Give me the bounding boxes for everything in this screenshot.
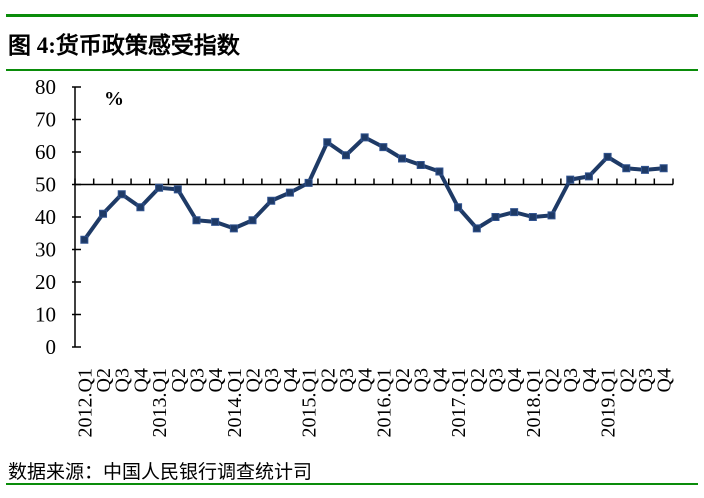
- y-tick-label: 40: [35, 205, 56, 229]
- x-axis: [74, 178, 674, 186]
- x-tick-label: 2012.Q1: [74, 368, 96, 437]
- x-tick-label: Q4: [205, 368, 227, 392]
- data-point-marker: [267, 196, 276, 205]
- y-tick-label: 80: [35, 78, 56, 99]
- data-point-marker: [398, 154, 407, 163]
- x-tick-label: Q2: [93, 368, 115, 392]
- x-tick-label: Q3: [411, 368, 433, 392]
- y-tick-label: 70: [35, 108, 56, 132]
- y-axis: 0 10 20 30 40 50 60 70 80: [35, 75, 81, 359]
- data-point-marker: [248, 216, 257, 225]
- x-tick-label: 2016.Q1: [373, 368, 395, 437]
- data-point-marker: [136, 203, 145, 212]
- data-point-marker: [454, 203, 463, 212]
- x-tick-label: Q3: [485, 368, 507, 392]
- series-monetary-policy-index: [80, 133, 668, 244]
- data-point-marker: [566, 175, 575, 184]
- bottom-green-rule: [6, 483, 698, 485]
- x-axis-labels: 2012.Q1Q2Q3Q42013.Q1Q2Q3Q42014.Q1Q2Q3Q42…: [74, 368, 675, 437]
- x-tick-label: Q3: [336, 368, 358, 392]
- x-tick-label: 2014.Q1: [224, 368, 246, 437]
- data-point-marker: [659, 164, 668, 173]
- data-point-marker: [229, 224, 238, 233]
- x-tick-label: 2019.Q1: [598, 368, 620, 437]
- x-tick-label: 2017.Q1: [448, 368, 470, 437]
- data-point-marker: [584, 172, 593, 181]
- data-point-marker: [341, 151, 350, 160]
- x-tick-label: Q2: [467, 368, 489, 392]
- data-point-marker: [435, 167, 444, 176]
- data-point-marker: [99, 209, 108, 218]
- data-point-marker: [192, 216, 201, 225]
- data-point-marker: [622, 164, 631, 173]
- y-tick-label: 50: [35, 173, 56, 197]
- data-point-marker: [173, 185, 182, 194]
- x-tick-label: Q2: [542, 368, 564, 392]
- x-tick-label: 2013.Q1: [149, 368, 171, 437]
- x-tick-label: Q2: [392, 368, 414, 392]
- top-green-rule: [6, 14, 698, 17]
- x-tick-label: Q3: [560, 368, 582, 392]
- data-point-marker: [416, 161, 425, 169]
- x-tick-label: Q3: [186, 368, 208, 392]
- data-point-marker: [360, 133, 369, 142]
- data-point-marker: [117, 190, 126, 199]
- data-point-marker: [379, 143, 388, 152]
- y-tick-label: 60: [35, 140, 56, 164]
- x-tick-label: 2018.Q1: [523, 368, 545, 437]
- series-line: [82, 135, 666, 242]
- y-tick-label: 0: [46, 335, 57, 359]
- x-tick-label: Q3: [261, 368, 283, 392]
- x-tick-label: Q2: [317, 368, 339, 392]
- data-point-marker: [603, 152, 612, 161]
- data-source-note: 数据来源：中国人民银行调查统计司: [8, 462, 313, 483]
- y-tick-label: 20: [35, 270, 56, 294]
- data-point-marker: [304, 178, 313, 187]
- figure-title: 图 4:货币政策感受指数: [8, 33, 240, 58]
- x-tick-label: Q4: [280, 368, 302, 392]
- x-tick-label: Q4: [579, 368, 601, 392]
- data-point-marker: [285, 188, 294, 197]
- x-tick-label: Q4: [654, 368, 676, 392]
- x-tick-label: Q4: [130, 368, 152, 392]
- data-point-marker: [491, 213, 500, 221]
- x-tick-label: Q3: [112, 368, 134, 392]
- x-tick-label: Q2: [243, 368, 265, 392]
- data-point-marker: [640, 165, 649, 174]
- monetary-policy-index-chart: 0 10 20 30 40 50 60 70 80% 2012.Q1 Q2 Q3 Q4 2013.Q1 Q2…: [0, 75, 704, 458]
- data-point-marker: [547, 211, 556, 220]
- y-tick-label: 10: [35, 303, 56, 327]
- x-tick-label: 2015.Q1: [299, 368, 321, 437]
- x-tick-label: Q3: [635, 368, 657, 392]
- data-point-marker: [80, 235, 89, 244]
- data-point-marker: [323, 138, 332, 147]
- data-point-marker: [155, 183, 164, 192]
- x-tick-label: Q2: [168, 368, 190, 392]
- data-point-marker: [211, 217, 220, 226]
- x-tick-label: Q4: [355, 368, 377, 392]
- title-green-rule: [6, 69, 698, 71]
- y-tick-label: 30: [35, 238, 56, 262]
- x-tick-label: Q4: [429, 368, 451, 392]
- x-tick-label: Q2: [616, 368, 638, 392]
- data-point-marker: [510, 208, 519, 217]
- unit-label: %: [104, 88, 124, 110]
- data-point-marker: [472, 224, 481, 233]
- data-point-marker: [528, 213, 537, 221]
- x-tick-label: Q4: [504, 368, 526, 392]
